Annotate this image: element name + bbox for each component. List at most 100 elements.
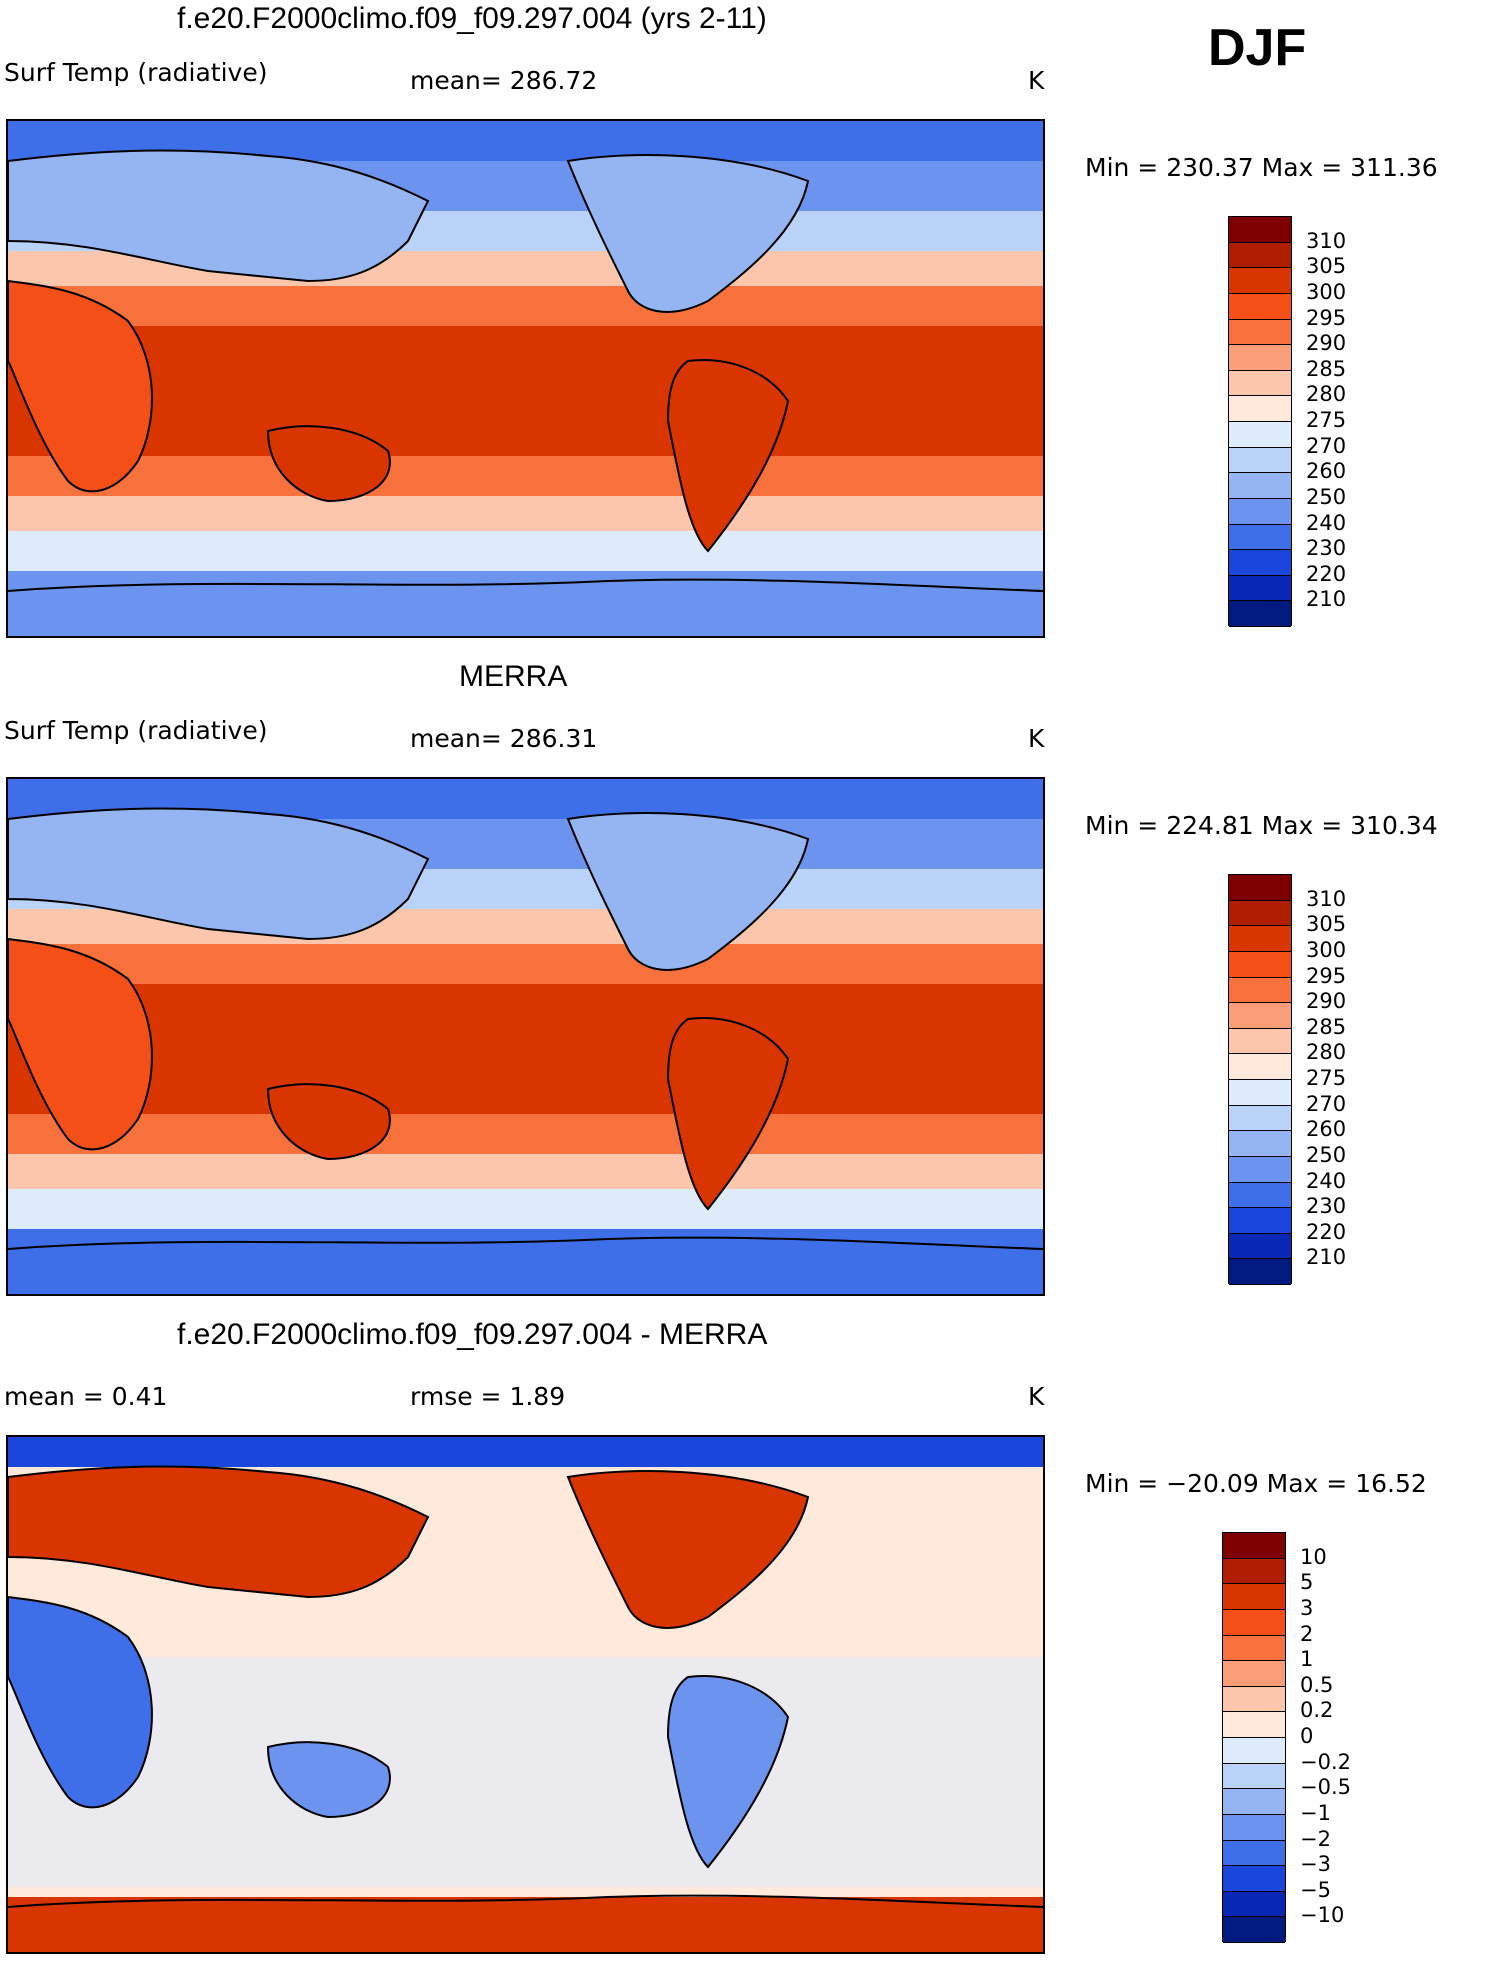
- colorbar-swatch: [1229, 1080, 1291, 1106]
- panel1-map-svg: [8, 121, 1043, 636]
- band-south-midlat: [8, 496, 1043, 531]
- colorbar-tick-label: 280: [1306, 382, 1347, 407]
- colorbar-tick-label: 230: [1306, 1194, 1347, 1219]
- band-southern-ocean: [8, 1189, 1043, 1229]
- panel1-colorbar-boxes: [1228, 216, 1292, 627]
- panel3-minmax-label: Min = −20.09 Max = 16.52: [1085, 1469, 1427, 1498]
- season-label: DJF: [1208, 19, 1307, 77]
- colorbar-tick-label: 300: [1306, 279, 1347, 304]
- panel3-colorbar-boxes: [1222, 1532, 1286, 1943]
- colorbar-swatch: [1229, 217, 1291, 243]
- colorbar-swatch: [1229, 1156, 1291, 1183]
- colorbar-swatch: [1229, 1259, 1291, 1285]
- colorbar-swatch: [1229, 447, 1291, 474]
- colorbar-swatch: [1223, 1558, 1285, 1585]
- africa-shape: [8, 1595, 153, 1809]
- panel3-map: [6, 1435, 1045, 1954]
- africa-shape: [8, 937, 153, 1151]
- band-south-midlat: [8, 1154, 1043, 1189]
- colorbar-tick-label: 240: [1306, 1168, 1347, 1193]
- colorbar-swatch: [1229, 926, 1291, 952]
- eurasia-shape: [8, 1465, 430, 1599]
- colorbar-swatch: [1229, 550, 1291, 576]
- colorbar-tick-label: 290: [1306, 989, 1347, 1014]
- eurasia-shape: [8, 149, 430, 283]
- colorbar-tick-label: 275: [1306, 408, 1347, 432]
- panel3-map-svg: [8, 1437, 1043, 1952]
- colorbar-swatch: [1229, 473, 1291, 499]
- colorbar-tick-label: 1: [1300, 1647, 1314, 1672]
- antarctica-coast: [8, 1236, 1043, 1250]
- colorbar-swatch: [1223, 1609, 1285, 1636]
- colorbar-tick-label: 305: [1306, 912, 1347, 937]
- panel2-map: [6, 777, 1045, 1296]
- colorbar-tick-label: 270: [1306, 433, 1347, 458]
- colorbar-tick-label: 310: [1306, 228, 1347, 253]
- antarctica-coast: [8, 578, 1043, 592]
- colorbar-swatch: [1223, 1738, 1285, 1764]
- colorbar-swatch: [1223, 1635, 1285, 1662]
- south-america-shape: [666, 1017, 790, 1211]
- colorbar-tick-label: 3: [1300, 1595, 1314, 1620]
- colorbar-tick-label: 250: [1306, 484, 1347, 509]
- colorbar-swatch: [1229, 875, 1291, 901]
- south-america-shape: [666, 359, 790, 553]
- colorbar-swatch: [1229, 1182, 1291, 1209]
- southern-tropics: [8, 1657, 1043, 1887]
- colorbar-swatch: [1229, 951, 1291, 978]
- colorbar-tick-label: 260: [1306, 1117, 1347, 1142]
- colorbar-swatch: [1223, 1763, 1285, 1790]
- panel2-map-svg: [8, 779, 1043, 1294]
- colorbar-tick-label: 280: [1306, 1040, 1347, 1065]
- panel2-minmax-label: Min = 224.81 Max = 310.34: [1085, 811, 1438, 840]
- band-southern-ocean: [8, 531, 1043, 571]
- panel3-units-label: K: [1028, 1382, 1045, 1411]
- colorbar-tick-label: 0.5: [1300, 1672, 1334, 1697]
- africa-shape: [8, 279, 153, 493]
- colorbar-tick-label: 305: [1306, 254, 1347, 279]
- colorbar-swatch: [1229, 370, 1291, 397]
- band-antarctic: [8, 571, 1043, 636]
- south-america-shape: [666, 1675, 790, 1869]
- colorbar-tick-label: 210: [1306, 587, 1347, 612]
- colorbar-tick-label: 260: [1306, 459, 1347, 484]
- north-america-shape: [566, 154, 810, 313]
- band-antarctic: [8, 1229, 1043, 1294]
- north-america-shape: [566, 812, 810, 971]
- colorbar-swatch: [1229, 1003, 1291, 1029]
- panel1-units-label: K: [1028, 66, 1045, 95]
- panel1-variable-label: Surf Temp (radiative): [4, 58, 268, 87]
- colorbar-swatch: [1229, 293, 1291, 320]
- colorbar-swatch: [1229, 1208, 1291, 1234]
- band-tropics: [8, 326, 1043, 456]
- colorbar-swatch: [1229, 1105, 1291, 1132]
- colorbar-swatch: [1229, 498, 1291, 525]
- colorbar-swatch: [1229, 319, 1291, 346]
- colorbar-tick-label: −3: [1300, 1852, 1331, 1877]
- colorbar-swatch: [1223, 1891, 1285, 1918]
- colorbar-tick-label: 270: [1306, 1091, 1347, 1116]
- colorbar-tick-label: 310: [1306, 886, 1347, 911]
- band-south-subtrop: [8, 1114, 1043, 1154]
- colorbar-tick-label: 290: [1306, 331, 1347, 356]
- colorbar-swatch: [1223, 1686, 1285, 1713]
- colorbar-swatch: [1229, 422, 1291, 448]
- colorbar-swatch: [1229, 1054, 1291, 1080]
- colorbar-swatch: [1223, 1712, 1285, 1738]
- colorbar-tick-label: 10: [1300, 1544, 1327, 1569]
- colorbar-tick-label: −2: [1300, 1826, 1331, 1851]
- colorbar-swatch: [1223, 1584, 1285, 1610]
- band-south-subtrop: [8, 456, 1043, 496]
- colorbar-swatch: [1229, 396, 1291, 422]
- colorbar-tick-label: 220: [1306, 561, 1347, 586]
- colorbar-swatch: [1223, 1866, 1285, 1892]
- colorbar-tick-label: 300: [1306, 937, 1347, 962]
- panel2-units-label: K: [1028, 724, 1045, 753]
- panel3-title: f.e20.F2000climo.f09_f09.297.004 - MERRA: [177, 1318, 768, 1351]
- band-subtrop: [8, 286, 1043, 326]
- colorbar-tick-label: 0: [1300, 1724, 1314, 1748]
- colorbar-tick-label: 295: [1306, 963, 1347, 988]
- panel1-title: f.e20.F2000climo.f09_f09.297.004 (yrs 2-…: [177, 2, 767, 35]
- colorbar-swatch: [1223, 1917, 1285, 1943]
- panel2-variable-label: Surf Temp (radiative): [4, 716, 268, 745]
